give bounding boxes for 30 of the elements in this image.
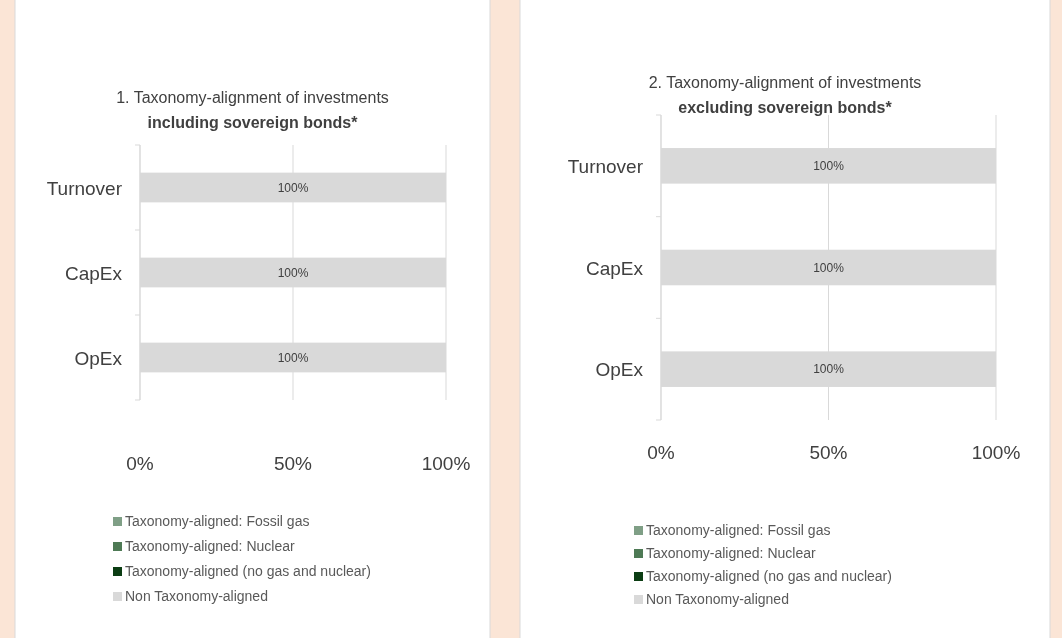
x-tick-label: 50% [809, 442, 848, 463]
legend-label: Taxonomy-aligned: Fossil gas [646, 522, 831, 538]
data-label: 100% [277, 350, 309, 365]
data-label: 100% [813, 260, 845, 275]
legend-label: Taxonomy-aligned: Nuclear [125, 538, 295, 554]
legend-label: Non Taxonomy-aligned [125, 588, 268, 604]
chart-title: 1. Taxonomy-alignment of investments [116, 89, 389, 106]
y-tick-label: OpEx [74, 347, 123, 369]
x-tick-label: 0% [126, 453, 154, 474]
y-tick-label: Turnover [46, 177, 123, 199]
y-tick-label: Turnover [567, 155, 644, 177]
x-tick-label: 100% [421, 453, 471, 474]
y-tick-label: CapEx [585, 257, 644, 279]
data-label: 100% [813, 158, 845, 173]
x-tick-label: 0% [647, 442, 675, 463]
legend-label: Taxonomy-aligned: Fossil gas [125, 513, 310, 529]
legend-label: Taxonomy-aligned (no gas and nuclear) [125, 563, 371, 579]
legend-label: Taxonomy-aligned: Nuclear [646, 545, 816, 561]
data-label: 100% [277, 265, 309, 280]
data-label: 100% [277, 180, 309, 195]
legend-label: Taxonomy-aligned (no gas and nuclear) [646, 568, 892, 584]
data-label: 100% [813, 362, 845, 377]
chart-title: 2. Taxonomy-alignment of investments [648, 74, 922, 91]
y-tick-label: OpEx [595, 359, 644, 381]
chart-subtitle: including sovereign bonds* [147, 114, 359, 131]
legend-label: Non Taxonomy-aligned [646, 591, 789, 607]
y-tick-label: CapEx [64, 262, 123, 284]
x-tick-label: 50% [273, 453, 313, 474]
chart-subtitle: excluding sovereign bonds* [678, 99, 893, 116]
x-tick-label: 100% [971, 442, 1021, 463]
